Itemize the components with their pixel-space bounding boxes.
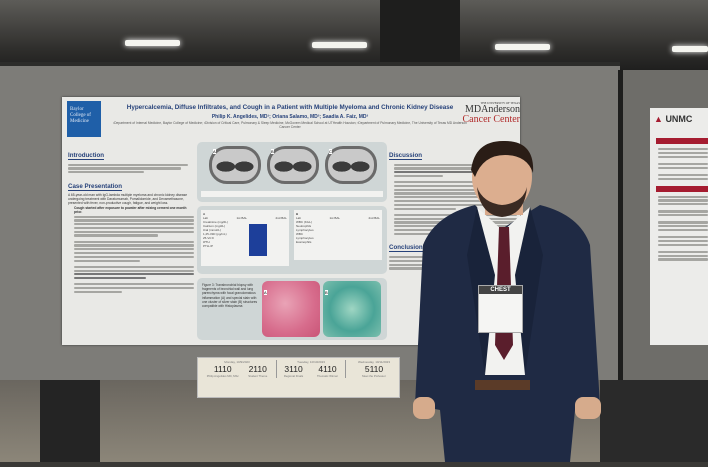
row-label: Calcium (mg/dL)	[203, 224, 226, 228]
discussion-heading: Discussion	[389, 152, 423, 160]
figure-2-labs: A Lab 1st BAL 2nd BAL Creatinine (mg/dL) C…	[197, 206, 387, 274]
session-label: Regional Finals	[283, 374, 304, 378]
row-label: Eosinophils	[296, 240, 312, 244]
ct-image-b	[267, 146, 319, 184]
badge-logo: CHEST	[479, 286, 522, 294]
col-head: 2nd BAL	[368, 216, 380, 220]
unmc-logo: UNMC	[665, 114, 693, 124]
session-code: 5110	[364, 364, 384, 374]
figure-3-biopsy: Figure 3: Transbronchial biopsy with fra…	[197, 278, 387, 340]
ceiling-light	[672, 46, 708, 52]
introduction-heading: Introduction	[68, 152, 105, 160]
session-label: Student Theme	[248, 374, 268, 378]
table-a-label: A	[203, 212, 206, 216]
bystander-legs	[40, 380, 100, 462]
fig3-label-a: A	[264, 290, 267, 295]
row-label: WBC (K/uL)	[296, 220, 313, 224]
col-head: 1st BAL	[329, 216, 340, 220]
ceiling-light	[312, 42, 367, 48]
col-head: 2nd BAL	[275, 216, 287, 220]
row-label: 25-Vit D	[203, 236, 214, 240]
histology-image-a: A	[262, 281, 320, 337]
placard-day-3: Wednesday, 10/11/2023 5110 Meet the Prof…	[350, 360, 398, 378]
table-b-label: B	[296, 212, 299, 216]
fig1-caption	[201, 191, 383, 197]
row-label: iPTH	[203, 240, 210, 244]
logo-small-text: THE UNIVERSITY OF TEXAS	[480, 101, 520, 105]
neighbor-poster: ▲ UNMC	[650, 108, 708, 345]
presenter-figure	[413, 140, 601, 462]
row-label: Creatinine (mg/dL)	[203, 220, 228, 224]
row-label: PTH-rP	[203, 244, 213, 248]
row-label: iCal (mmol/L)	[203, 228, 221, 232]
presenter: CHEST	[405, 135, 605, 462]
poster-title: Hypercalcemia, Diffuse Infiltrates, and …	[126, 104, 454, 111]
ct-image-c	[325, 146, 377, 184]
row-label: Lymphocytes	[296, 236, 314, 240]
case-heading: Case Presentation	[68, 182, 122, 191]
poster-authors: Philip K. Angelides, MD¹; Oriana Salamo,…	[211, 114, 369, 120]
fig1-label-b: B	[271, 149, 274, 154]
col-head: Lab	[296, 216, 302, 220]
mdanderson-logo: THE UNIVERSITY OF TEXAS MDAnderson Cance…	[454, 101, 520, 125]
fig1-label-a: A	[213, 149, 216, 154]
row-label: WBC	[296, 232, 303, 236]
figure-1-ct: A B C	[197, 142, 387, 202]
row-label: Lymphocytes	[296, 228, 314, 232]
ceiling-beam	[380, 0, 460, 62]
case-bullet: Cough started after exposure to powder a…	[74, 205, 187, 214]
left-column: Introduction Case Presentation A 65-year…	[68, 144, 194, 295]
fig1-label-c: C	[329, 149, 332, 154]
session-label: Meet the Professor	[362, 374, 386, 378]
ceiling-light	[495, 44, 550, 50]
logo-line1: MDAnderson	[465, 104, 520, 115]
ceiling-light	[125, 40, 180, 46]
session-code: 2110	[248, 364, 267, 374]
placard-day-1: Monday, 10/9/2023 1110 Philip Angelides M…	[202, 360, 272, 378]
poster-affiliations: ¹Department of Internal Medicine, Baylor…	[113, 121, 467, 129]
session-placard: Monday, 10/9/2023 1110 Philip Angelides M…	[197, 357, 400, 398]
conference-badge: CHEST	[478, 285, 523, 333]
bystander	[600, 380, 708, 462]
row-label: Neutrophils	[296, 224, 312, 228]
session-code: 1110	[213, 364, 232, 374]
fig3-caption: Figure 3: Transbronchial biopsy with fra…	[202, 283, 258, 309]
logo-line2: Cancer Center	[462, 114, 520, 125]
col-head: 1st BAL	[236, 216, 247, 220]
placard-day-2: Tuesday, 10/10/2023 3110 Regional Finals …	[276, 360, 346, 378]
day-date: Tuesday, 10/10/2023	[297, 360, 325, 364]
lab-table-b: B Lab 1st BAL 2nd BAL WBC (K/uL) Neutrophi…	[294, 210, 382, 260]
figure-column: A B C A Lab 1st BAL 2nd BAL Creatinine (mg…	[197, 142, 387, 382]
ct-image-a	[209, 146, 261, 184]
conclusions-heading: Conclusions	[389, 244, 427, 253]
ceiling	[0, 0, 708, 70]
case-lead: A 65-year-old man with IgG-lambda multip…	[68, 192, 188, 206]
session-code: 4110	[318, 364, 337, 374]
col-head: Lab	[203, 216, 209, 220]
session-label: Philip Angelides MD, MSc	[206, 374, 239, 378]
session-label: Thematic Winner	[316, 374, 339, 378]
day-date: Wednesday, 10/11/2023	[357, 360, 391, 364]
fig3-label-b: B	[325, 290, 328, 295]
baylor-logo: Baylor College of Medicine	[67, 101, 101, 137]
lab-table-a: A Lab 1st BAL 2nd BAL Creatinine (mg/dL) C…	[201, 210, 289, 266]
day-date: Monday, 10/9/2023	[224, 360, 250, 364]
blue-block	[249, 224, 267, 256]
row-label: 1,25-VitD (pg/mL)	[203, 232, 227, 236]
histology-image-b: B	[323, 281, 381, 337]
session-code: 3110	[284, 364, 303, 374]
